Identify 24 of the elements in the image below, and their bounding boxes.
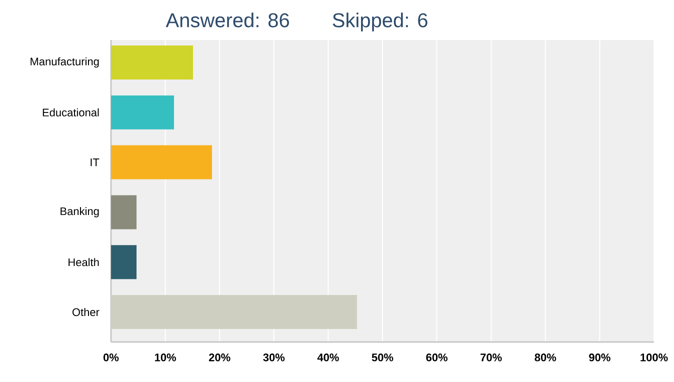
- x-tick-label: 80%: [534, 354, 556, 362]
- x-tick-label: 40%: [317, 354, 339, 362]
- bar: [111, 195, 137, 230]
- y-tick-label: Banking: [60, 207, 99, 218]
- chart-title: Answered: 86: [166, 12, 289, 28]
- x-tick-label: 70%: [480, 354, 502, 362]
- y-tick-label: Other: [72, 308, 100, 316]
- y-tick-label: Educational: [42, 108, 99, 116]
- x-tick-label: 90%: [589, 354, 610, 362]
- x-tick-label: 60%: [426, 354, 448, 362]
- x-tick-label: 20%: [208, 354, 230, 362]
- y-tick-label: Manufacturing: [30, 57, 99, 68]
- chart-subtitle: Skipped: 6: [332, 12, 428, 32]
- x-tick-label: 10%: [154, 354, 176, 362]
- x-tick-label: 0%: [104, 354, 119, 362]
- bar: [111, 45, 193, 80]
- bar: [111, 95, 174, 130]
- y-tick-label: IT: [90, 158, 100, 166]
- y-tick-label: Health: [68, 258, 99, 266]
- bar: [111, 245, 137, 280]
- x-tick-label: 100%: [640, 354, 668, 362]
- x-tick-label: 50%: [372, 354, 394, 362]
- bar: [111, 145, 212, 180]
- x-tick-label: 30%: [263, 354, 285, 362]
